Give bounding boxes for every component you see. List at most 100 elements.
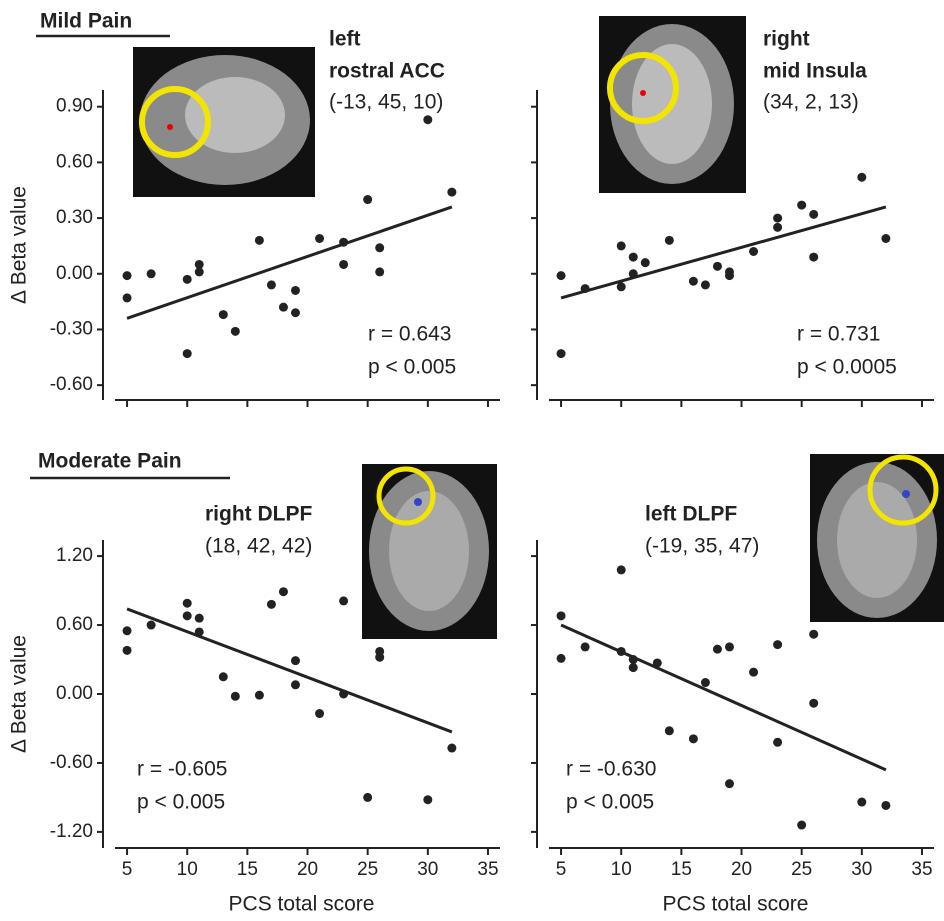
trend-line — [561, 625, 886, 770]
p-value: p < 0.0005 — [797, 356, 897, 379]
data-point — [749, 247, 758, 256]
coordinates: (-13, 45, 10) — [329, 91, 443, 114]
x-tick-label: 35 — [911, 859, 932, 880]
data-point — [809, 699, 818, 708]
r-value: r = 0.731 — [797, 323, 880, 346]
data-point — [363, 195, 372, 204]
data-point — [665, 236, 674, 245]
p-value: p < 0.005 — [566, 791, 654, 814]
y-axis-label: Δ Beta value — [8, 635, 31, 753]
data-point — [857, 798, 866, 807]
data-point — [725, 271, 734, 280]
data-point — [339, 260, 348, 269]
data-point — [881, 234, 890, 243]
data-point — [641, 258, 650, 267]
data-point — [713, 645, 722, 654]
data-point — [617, 241, 626, 250]
data-point — [809, 210, 818, 219]
data-point — [773, 738, 782, 747]
section-title: Mild Pain — [40, 10, 132, 33]
brain-image — [362, 464, 497, 639]
x-tick-label: 10 — [177, 859, 198, 880]
brain-image — [599, 16, 746, 193]
data-point — [423, 115, 432, 124]
y-tick-label: 0.00 — [56, 263, 93, 284]
r-value: r = -0.630 — [566, 758, 656, 781]
data-point — [773, 214, 782, 223]
x-tick-label: 25 — [791, 859, 812, 880]
y-tick-label: 0.60 — [56, 151, 93, 172]
data-point — [267, 600, 276, 609]
data-point — [617, 282, 626, 291]
brain-image — [810, 454, 944, 622]
x-tick-label: 30 — [851, 859, 872, 880]
coordinates: (34, 2, 13) — [763, 91, 859, 114]
data-point — [713, 262, 722, 271]
x-axis-label: PCS total score — [663, 893, 809, 916]
y-tick-label: 0.30 — [56, 207, 93, 228]
data-point — [123, 646, 132, 655]
data-point — [447, 744, 456, 753]
data-point — [279, 587, 288, 596]
coordinates: (18, 42, 42) — [205, 535, 312, 558]
data-point — [375, 243, 384, 252]
data-point — [339, 596, 348, 605]
data-point — [809, 253, 818, 262]
data-point — [749, 668, 758, 677]
data-point — [363, 793, 372, 802]
x-tick-label: 20 — [297, 859, 318, 880]
x-tick-label: 25 — [357, 859, 378, 880]
trend-line — [127, 207, 452, 318]
data-point — [219, 672, 228, 681]
region-label: left — [329, 28, 361, 51]
data-point — [773, 640, 782, 649]
data-point — [183, 349, 192, 358]
data-point — [195, 267, 204, 276]
y-tick-label: 0.60 — [56, 614, 93, 635]
data-point — [809, 630, 818, 639]
data-point — [267, 280, 276, 289]
data-point — [183, 275, 192, 284]
region-label: mid Insula — [763, 60, 867, 83]
data-point — [653, 658, 662, 667]
y-tick-label: -1.20 — [50, 821, 93, 842]
data-point — [423, 795, 432, 804]
data-point — [617, 565, 626, 574]
data-point — [291, 308, 300, 317]
x-axis-label: PCS total score — [229, 893, 375, 916]
data-point — [629, 663, 638, 672]
data-point — [147, 621, 156, 630]
y-tick-label: -0.60 — [50, 752, 93, 773]
data-point — [183, 611, 192, 620]
r-value: r = -0.605 — [137, 758, 227, 781]
data-point — [195, 614, 204, 623]
x-tick-label: 30 — [417, 859, 438, 880]
data-point — [701, 280, 710, 289]
data-point — [617, 647, 626, 656]
data-point — [557, 349, 566, 358]
data-point — [255, 691, 264, 700]
data-point — [665, 726, 674, 735]
x-tick-label: 10 — [611, 859, 632, 880]
data-point — [123, 626, 132, 635]
coordinates: (-19, 35, 47) — [645, 535, 759, 558]
x-tick-label: 20 — [731, 859, 752, 880]
data-point — [375, 267, 384, 276]
data-point — [231, 692, 240, 701]
data-point — [701, 678, 710, 687]
data-point — [147, 269, 156, 278]
region-label: left DLPF — [645, 503, 737, 526]
region-label: right DLPF — [205, 503, 312, 526]
data-point — [797, 821, 806, 830]
data-point — [881, 801, 890, 810]
y-tick-label: -0.30 — [50, 318, 93, 339]
x-tick-label: 35 — [477, 859, 498, 880]
data-point — [339, 690, 348, 699]
data-point — [629, 269, 638, 278]
x-tick-label: 15 — [671, 859, 692, 880]
x-tick-label: 15 — [237, 859, 258, 880]
trend-line — [561, 207, 886, 298]
data-point — [123, 271, 132, 280]
data-point — [725, 779, 734, 788]
data-point — [291, 656, 300, 665]
